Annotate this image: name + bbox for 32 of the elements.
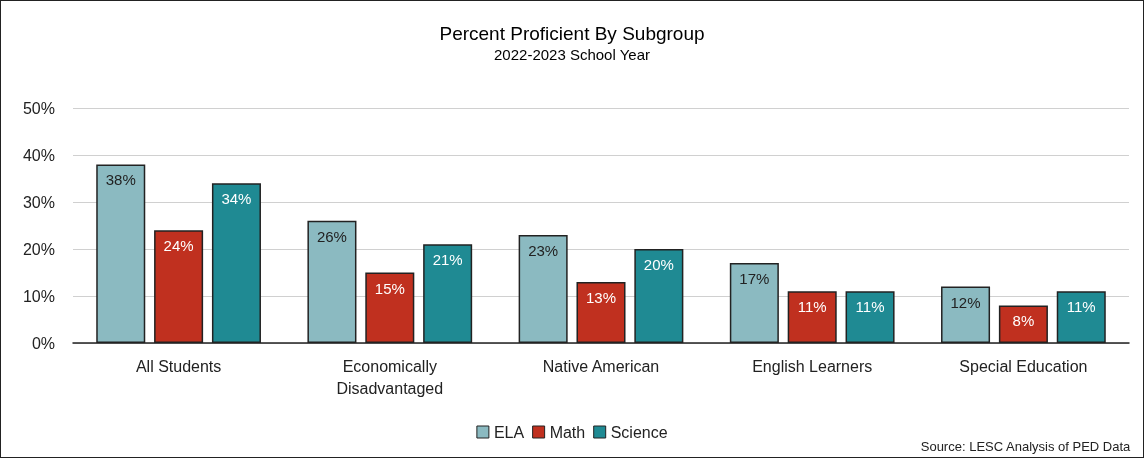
y-tick-label: 30% <box>22 193 55 211</box>
data-label: 23% <box>528 241 559 259</box>
y-tick-label: 10% <box>22 287 55 305</box>
data-label: 13% <box>585 288 617 306</box>
y-tick-label: 0% <box>31 334 55 352</box>
legend-label: Math <box>549 423 586 441</box>
chart-subtitle: 2022-2023 School Year <box>494 46 650 63</box>
x-tick-label: Native American <box>542 357 660 375</box>
x-tick-label: Special Education <box>959 357 1088 375</box>
data-label: 15% <box>374 279 405 297</box>
source-note: Source: LESC Analysis of PED Data <box>920 439 1132 454</box>
data-label: 20% <box>643 256 674 273</box>
data-label: 21% <box>432 251 463 269</box>
data-label: 17% <box>739 270 770 288</box>
y-tick-label: 20% <box>22 240 55 258</box>
data-label: 12% <box>950 293 981 311</box>
data-label: 11% <box>1066 298 1096 316</box>
x-tick-label: All Students <box>135 357 222 375</box>
data-label: 26% <box>316 227 347 245</box>
chart-title: Percent Proficient By Subgroup <box>439 23 705 44</box>
legend-label: Science <box>610 423 668 441</box>
data-label: 11% <box>855 298 885 316</box>
data-label: 8% <box>1012 312 1035 330</box>
data-label: 38% <box>105 171 136 189</box>
y-tick-label: 50% <box>22 99 55 117</box>
data-label: 24% <box>163 237 194 255</box>
data-label: 11% <box>797 298 827 316</box>
x-tick-label: Economically Disadvantaged <box>336 357 444 397</box>
x-tick-label: English Learners <box>752 357 873 375</box>
y-tick-label: 40% <box>22 146 55 164</box>
legend-label: ELA <box>493 423 525 441</box>
data-label: 34% <box>221 190 252 208</box>
